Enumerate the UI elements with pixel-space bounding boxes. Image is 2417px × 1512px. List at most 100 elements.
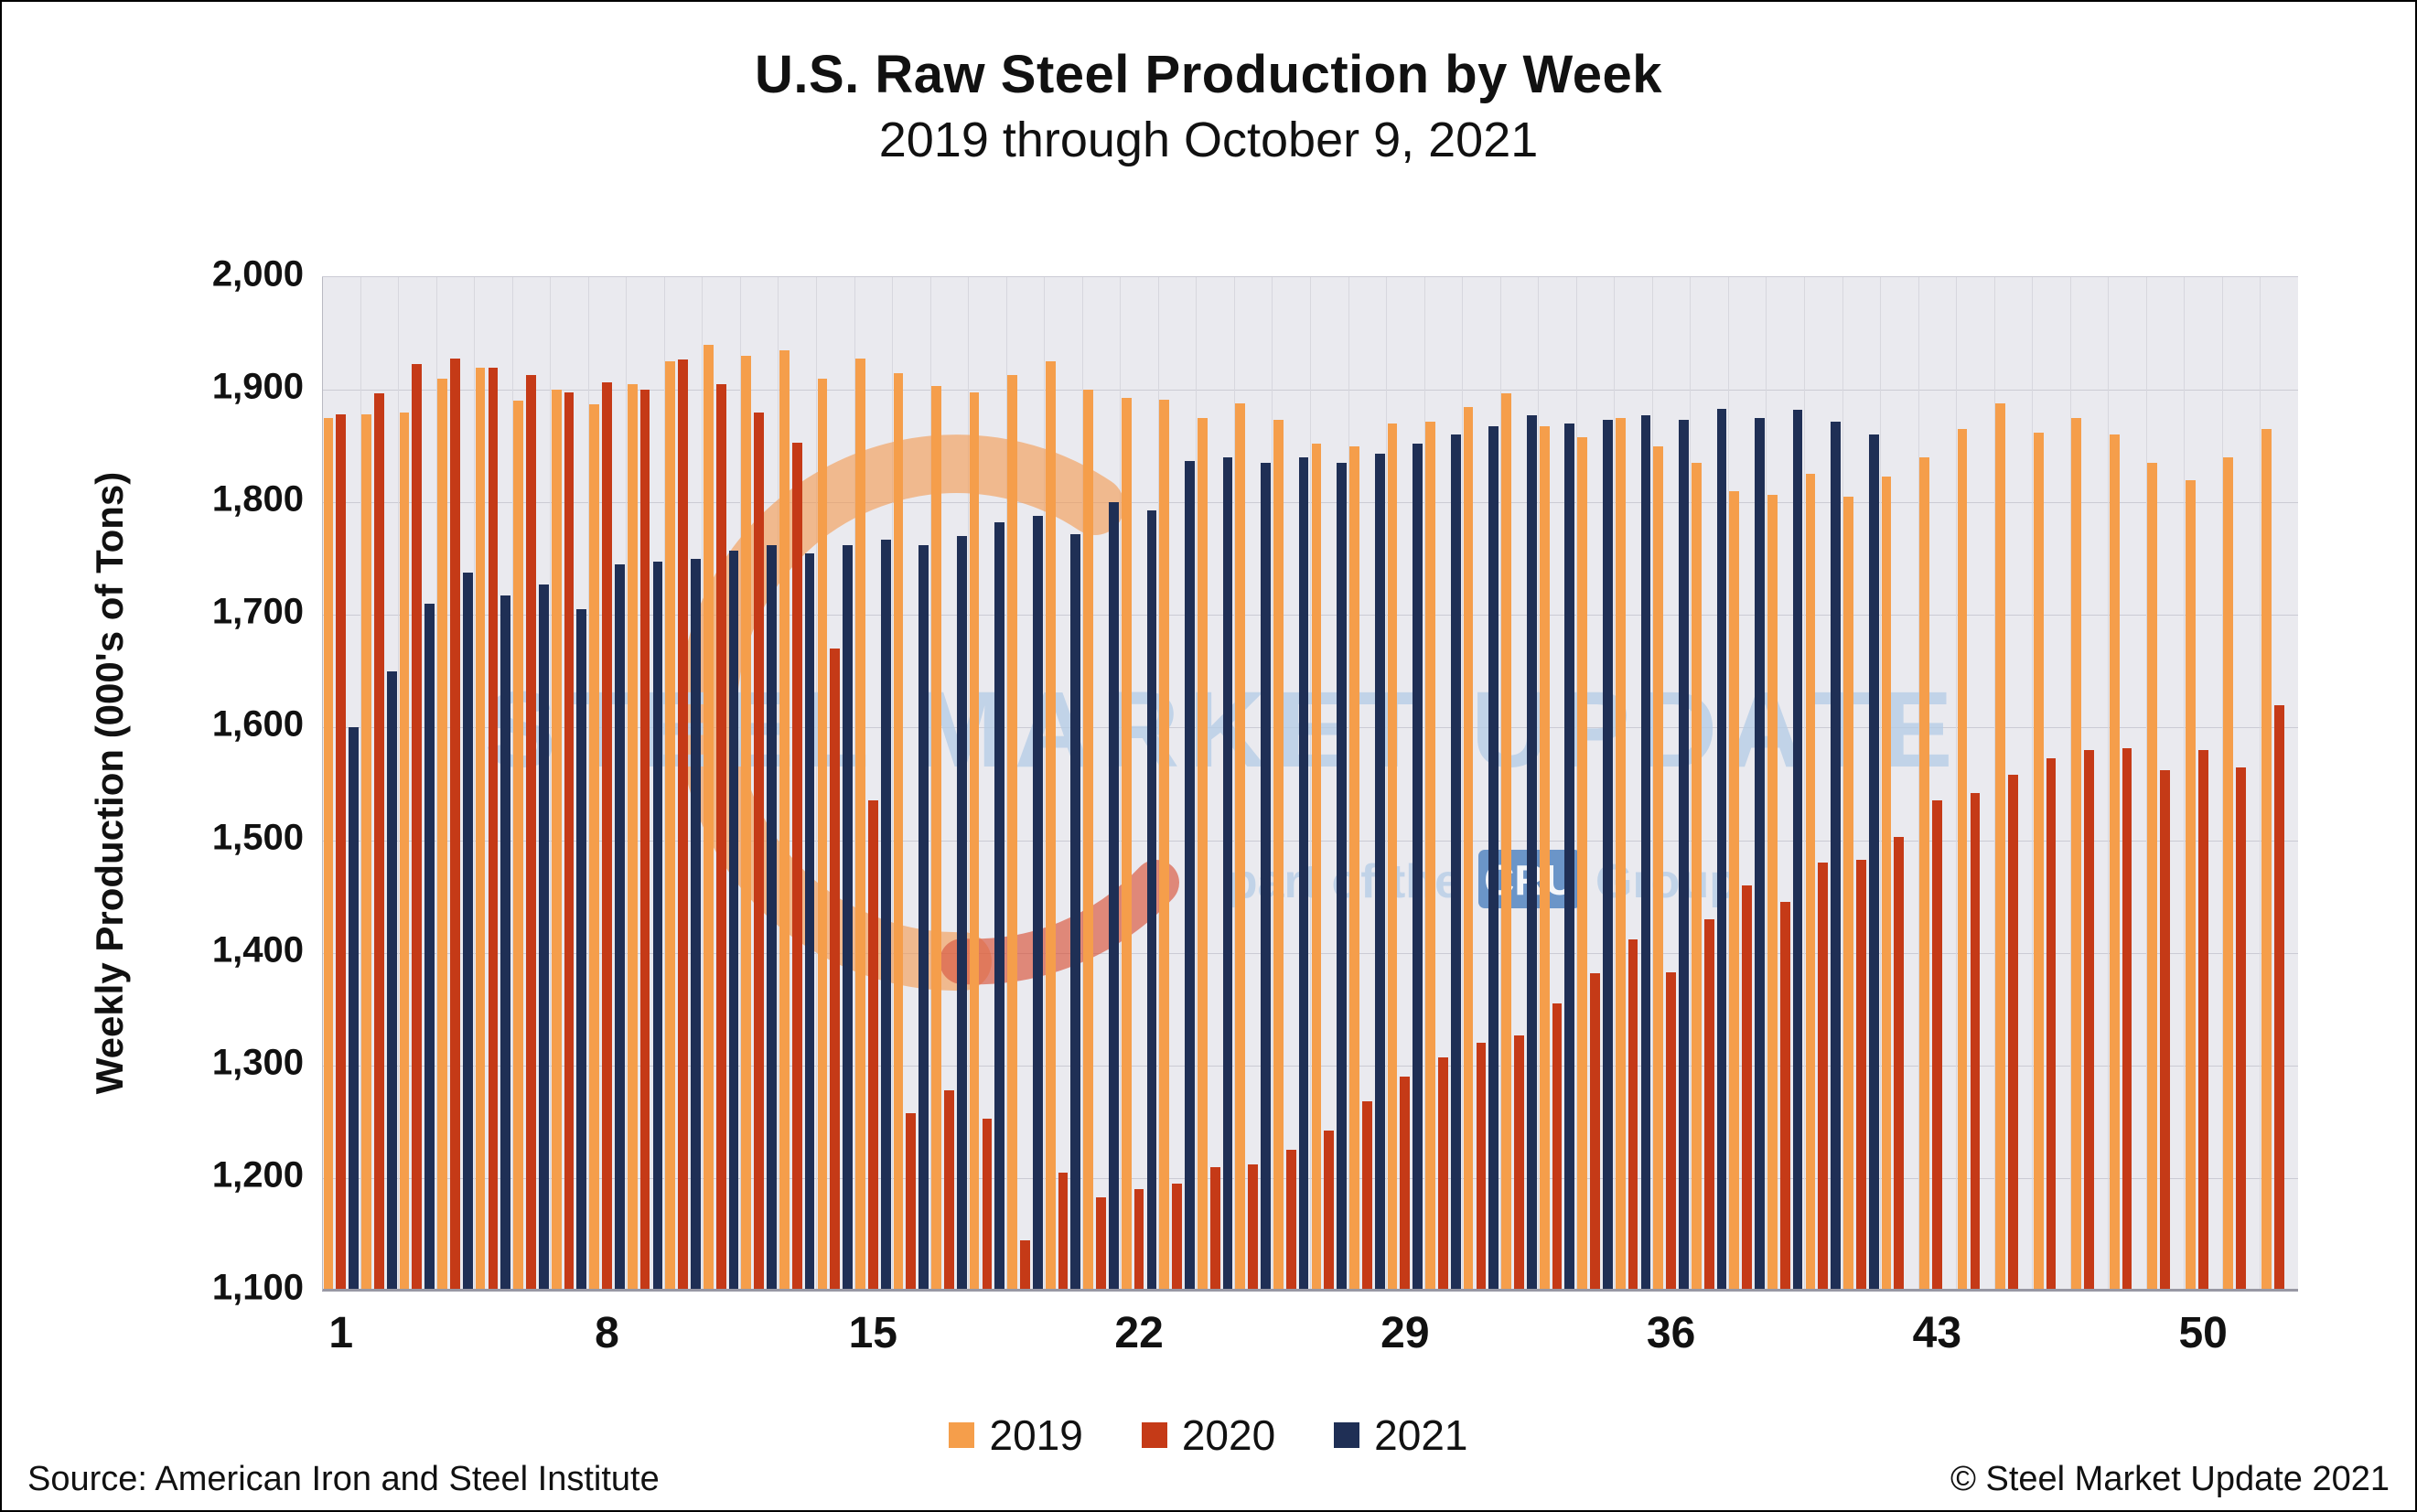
bar-2019-week-24 bbox=[1197, 417, 1208, 1291]
bar-2019-week-3 bbox=[399, 412, 410, 1291]
gridline-vertical bbox=[626, 277, 628, 1291]
bar-2020-week-10 bbox=[678, 359, 688, 1291]
bar-2019-week-40 bbox=[1805, 474, 1816, 1291]
x-tick-label-week-15: 15 bbox=[848, 1309, 897, 1357]
bar-2020-week-32 bbox=[1514, 1035, 1524, 1291]
bar-2021-week-9 bbox=[652, 562, 663, 1291]
gridline-vertical bbox=[1575, 277, 1577, 1291]
bar-2021-week-38 bbox=[1755, 417, 1765, 1291]
legend-label-2020: 2020 bbox=[1181, 1411, 1276, 1459]
bar-2021-week-15 bbox=[880, 539, 891, 1291]
bar-2020-week-33 bbox=[1552, 1003, 1563, 1291]
bar-2019-week-33 bbox=[1539, 425, 1550, 1291]
gridline-vertical bbox=[1804, 277, 1805, 1291]
bar-2019-week-14 bbox=[817, 378, 828, 1291]
x-tick-label-week-36: 36 bbox=[1646, 1309, 1696, 1357]
legend-swatch-2021 bbox=[1334, 1422, 1360, 1448]
gridline-vertical bbox=[1386, 277, 1388, 1291]
bar-2020-week-6 bbox=[526, 375, 536, 1291]
bar-2020-week-13 bbox=[791, 442, 802, 1291]
legend-label-2019: 2019 bbox=[989, 1411, 1083, 1459]
bar-2021-week-5 bbox=[500, 595, 511, 1291]
bar-2021-week-37 bbox=[1716, 409, 1727, 1291]
y-axis-line bbox=[322, 277, 323, 1291]
bar-2020-week-11 bbox=[715, 383, 726, 1291]
bar-2019-week-12 bbox=[741, 356, 752, 1291]
legend-item-2019: 2019 bbox=[949, 1410, 1083, 1460]
bar-2019-week-25 bbox=[1235, 402, 1246, 1291]
bar-2021-week-8 bbox=[614, 563, 625, 1291]
bar-2020-week-49 bbox=[2160, 770, 2170, 1291]
y-tick-label: 2,000 bbox=[211, 253, 304, 295]
bar-2019-week-31 bbox=[1463, 406, 1474, 1291]
bar-2019-week-45 bbox=[1995, 402, 2005, 1291]
bar-2019-week-16 bbox=[893, 372, 904, 1291]
bar-2020-week-44 bbox=[1970, 792, 1981, 1291]
bar-2020-week-31 bbox=[1476, 1043, 1487, 1291]
bar-2020-week-8 bbox=[602, 381, 612, 1291]
gridline-vertical bbox=[1880, 277, 1882, 1291]
bar-2019-week-47 bbox=[2071, 417, 2082, 1291]
bar-2020-week-9 bbox=[639, 390, 650, 1291]
gridline-vertical bbox=[360, 277, 361, 1291]
bar-2021-week-32 bbox=[1526, 415, 1537, 1291]
bar-2020-week-30 bbox=[1437, 1057, 1448, 1291]
legend-item-2021: 2021 bbox=[1334, 1410, 1468, 1460]
bar-2019-week-9 bbox=[627, 383, 638, 1291]
bar-2020-week-2 bbox=[373, 392, 384, 1291]
gridline-vertical bbox=[1423, 277, 1425, 1291]
bar-2021-week-39 bbox=[1792, 410, 1803, 1291]
y-tick-label: 1,800 bbox=[211, 478, 304, 520]
bar-2021-week-30 bbox=[1450, 434, 1461, 1291]
bar-2019-week-2 bbox=[361, 414, 371, 1291]
bar-2019-week-29 bbox=[1387, 424, 1398, 1291]
y-tick-label: 1,100 bbox=[211, 1267, 304, 1308]
y-tick-label: 1,400 bbox=[211, 928, 304, 970]
bar-2020-week-48 bbox=[2122, 747, 2132, 1291]
bar-2021-week-24 bbox=[1222, 456, 1233, 1291]
bar-2019-week-37 bbox=[1691, 463, 1702, 1291]
bar-2019-week-32 bbox=[1501, 392, 1511, 1291]
gridline-vertical bbox=[1196, 277, 1198, 1291]
bar-2021-week-40 bbox=[1831, 421, 1841, 1291]
bar-2019-week-1 bbox=[323, 417, 334, 1291]
bar-2021-week-41 bbox=[1868, 434, 1879, 1291]
bar-2019-week-23 bbox=[1159, 400, 1170, 1291]
bar-2019-week-22 bbox=[1121, 397, 1132, 1291]
bar-2021-week-18 bbox=[994, 522, 1005, 1291]
x-tick-label-week-8: 8 bbox=[595, 1309, 619, 1357]
bar-2019-week-30 bbox=[1425, 421, 1435, 1291]
bar-2019-week-19 bbox=[1007, 375, 1017, 1291]
bar-2020-week-20 bbox=[1058, 1172, 1069, 1291]
bar-2020-week-51 bbox=[2236, 767, 2247, 1291]
footer-copyright: © Steel Market Update 2021 bbox=[1950, 1460, 2390, 1498]
bar-2021-week-20 bbox=[1070, 533, 1081, 1291]
y-tick-label: 1,600 bbox=[211, 703, 304, 745]
bar-2020-week-1 bbox=[336, 414, 347, 1291]
gridline-vertical bbox=[1310, 277, 1311, 1291]
gridline-vertical bbox=[1651, 277, 1653, 1291]
bar-2019-week-48 bbox=[2109, 434, 2120, 1291]
bar-2021-week-27 bbox=[1337, 463, 1347, 1291]
bar-2021-week-11 bbox=[728, 551, 739, 1291]
gridline-vertical bbox=[1766, 277, 1767, 1291]
bar-2021-week-12 bbox=[767, 545, 777, 1291]
bar-2021-week-16 bbox=[918, 545, 929, 1291]
gridline-vertical bbox=[1727, 277, 1729, 1291]
legend-swatch-2020 bbox=[1141, 1422, 1167, 1448]
bar-2020-week-15 bbox=[867, 800, 878, 1291]
bar-2021-week-19 bbox=[1032, 516, 1043, 1291]
bar-2021-week-1 bbox=[349, 727, 359, 1291]
bar-2020-week-23 bbox=[1172, 1184, 1182, 1291]
gridline-vertical bbox=[1272, 277, 1273, 1291]
footer: Source: American Iron and Steel Institut… bbox=[27, 1460, 2390, 1499]
bar-2020-week-26 bbox=[1285, 1150, 1296, 1291]
bar-2019-week-38 bbox=[1729, 490, 1740, 1291]
bar-2020-week-5 bbox=[488, 367, 499, 1291]
bar-2021-week-2 bbox=[386, 670, 397, 1291]
bar-2020-week-52 bbox=[2273, 704, 2284, 1291]
bar-2021-week-13 bbox=[804, 552, 815, 1291]
bar-2020-week-3 bbox=[412, 363, 423, 1291]
chart-legend: 2019 2020 2021 bbox=[2, 1410, 2415, 1460]
